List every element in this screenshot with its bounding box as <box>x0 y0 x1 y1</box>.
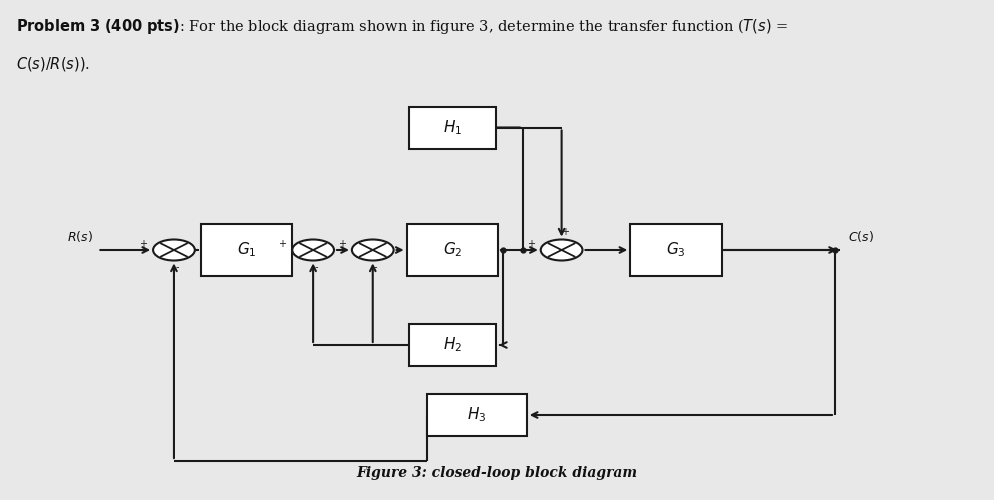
Text: +: + <box>139 239 147 249</box>
Text: $C(s)/R(s))$.: $C(s)/R(s))$. <box>16 55 90 73</box>
Text: -: - <box>314 262 318 272</box>
Bar <box>409 106 496 148</box>
Text: +: + <box>527 239 535 249</box>
Text: $\bf{Problem\ 3\ (400\ pts)}$: For the block diagram shown in figure 3, determin: $\bf{Problem\ 3\ (400\ pts)}$: For the b… <box>16 18 788 36</box>
Bar <box>407 224 498 276</box>
Circle shape <box>292 240 334 260</box>
Text: $R(s)$: $R(s)$ <box>67 229 92 244</box>
Text: $G_2$: $G_2$ <box>442 240 462 260</box>
Text: +: + <box>561 227 569 237</box>
Text: -: - <box>175 262 179 272</box>
Text: $H_3$: $H_3$ <box>467 406 487 424</box>
Text: $G_1$: $G_1$ <box>237 240 256 260</box>
Circle shape <box>541 240 582 260</box>
Bar <box>630 224 722 276</box>
Text: $G_3$: $G_3$ <box>666 240 686 260</box>
Circle shape <box>153 240 195 260</box>
Text: $H_1$: $H_1$ <box>442 118 462 137</box>
Text: Figure 3: closed-loop block diagram: Figure 3: closed-loop block diagram <box>357 466 637 479</box>
Text: $C(s)$: $C(s)$ <box>848 229 874 244</box>
Bar <box>409 324 496 366</box>
Text: $H_2$: $H_2$ <box>442 336 462 354</box>
Bar <box>201 224 292 276</box>
Text: +: + <box>278 239 286 249</box>
Bar <box>427 394 527 436</box>
Text: +: + <box>338 239 346 249</box>
Text: -: - <box>374 262 378 272</box>
Circle shape <box>352 240 394 260</box>
